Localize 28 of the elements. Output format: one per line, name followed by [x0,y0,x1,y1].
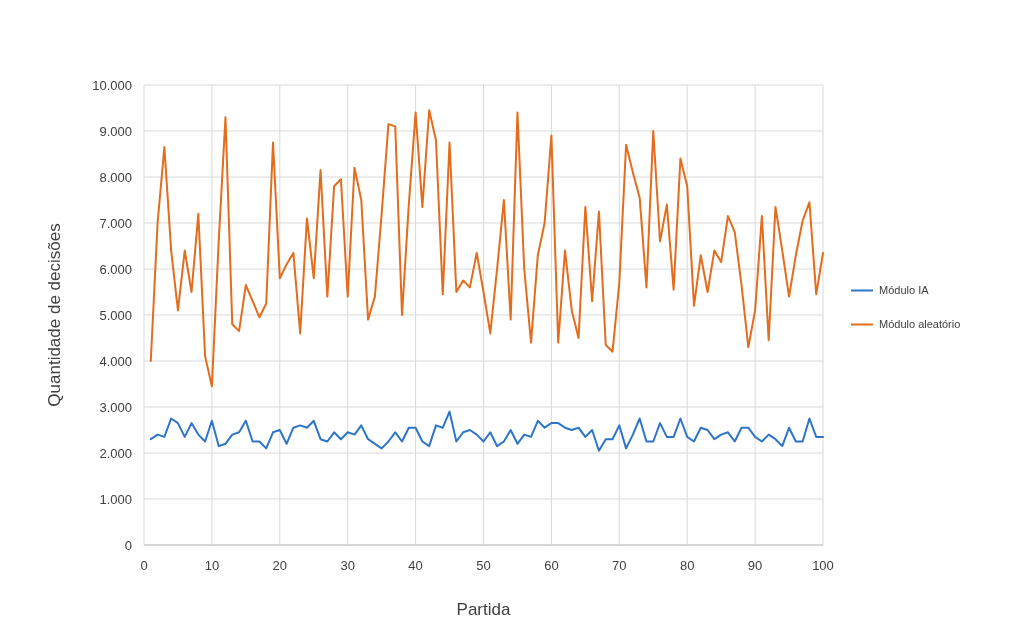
y-tick-label: 2.000 [99,445,132,461]
y-tick-label: 1.000 [99,491,132,507]
y-tick-label: 7.000 [99,215,132,231]
y-tick-label: 8.000 [99,169,132,185]
x-tick-label: 10 [204,558,220,573]
y-tick-label: 9.000 [99,123,132,139]
x-tick-label: 80 [679,558,695,573]
x-tick-label: 100 [812,558,834,573]
legend-label: Módulo aleatório [879,318,961,331]
y-tick-label: 4.000 [99,353,132,369]
y-tick-label: 10.000 [92,77,132,93]
y-tick-label: 3.000 [99,399,132,415]
legend-label: Módulo IA [879,284,930,297]
x-tick-label: 0 [140,558,148,573]
x-tick-label: 60 [544,558,559,573]
x-tick-label: 50 [476,558,491,573]
x-tick-label: 70 [612,558,627,573]
y-tick-label: 0 [124,537,132,553]
line-series [149,109,824,388]
y-tick-label: 5.000 [99,307,132,323]
y-tick-label: 6.000 [99,261,132,277]
x-tick-label: 40 [408,558,423,573]
line-series [149,410,824,452]
x-tick-label: 20 [272,558,288,573]
x-axis-title: Partida [456,600,511,619]
x-tick-label: 30 [340,558,355,573]
x-tick-label: 90 [747,558,763,573]
y-axis-title: Quantidade de decisões [45,223,64,407]
